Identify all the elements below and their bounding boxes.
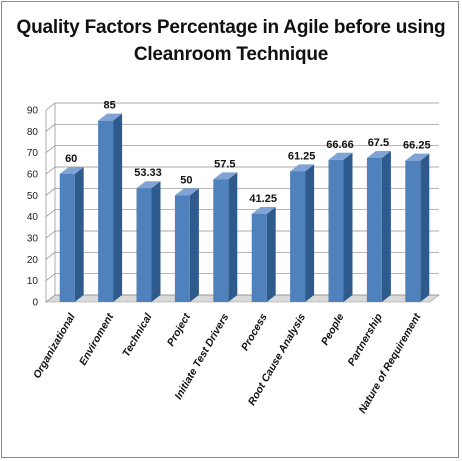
bar-side [305, 164, 315, 302]
grid-depth-line [45, 230, 56, 239]
grid-depth-line [45, 294, 56, 303]
bar [136, 188, 152, 302]
data-label: 50 [180, 174, 192, 186]
bar-top [366, 151, 391, 158]
bar-top [136, 181, 161, 189]
bar-side [420, 153, 430, 302]
bar [213, 179, 229, 302]
grid-depth-line [45, 209, 56, 217]
bar [328, 159, 344, 302]
bar-top [290, 164, 315, 172]
bar [59, 174, 75, 302]
x-tick-label: Partnership [345, 311, 385, 368]
x-tick-label: Technical [120, 311, 155, 360]
y-tick-label: 70 [27, 148, 39, 159]
bar [290, 171, 306, 302]
bar-side [189, 188, 199, 302]
chart-title-line-1: Quality Factors Percentage in Agile befo… [16, 17, 446, 38]
chart-title: Quality Factors Percentage in Agile befo… [0, 14, 462, 68]
bar-side [266, 207, 276, 302]
bar-top [405, 153, 430, 161]
bar-top [174, 188, 199, 196]
bar-side [228, 172, 238, 302]
bar [251, 214, 267, 302]
bar-top [251, 207, 276, 214]
y-tick-label: 50 [27, 191, 39, 202]
grid-depth-line [45, 188, 56, 196]
y-tick-label: 10 [27, 276, 39, 287]
bar-top [328, 152, 353, 160]
bar-top [59, 167, 84, 174]
y-tick-label: 40 [27, 212, 39, 223]
y-tick-label: 20 [27, 255, 39, 266]
data-label: 57.5 [214, 158, 235, 170]
bar-side [151, 181, 161, 302]
data-label: 61.25 [288, 150, 316, 162]
bar [174, 195, 190, 302]
x-tick-label: Process [239, 311, 270, 353]
bar-side [381, 151, 391, 302]
bar-top [213, 172, 238, 180]
x-tick-label: People [319, 311, 347, 347]
data-label: 41.25 [249, 193, 277, 205]
bar [98, 120, 114, 303]
y-tick-label: 0 [32, 298, 38, 309]
chart-title-line-2: Cleanroom Technique [133, 44, 329, 65]
y-tick-label: 90 [27, 106, 39, 117]
grid-depth-line [45, 124, 56, 132]
grid-depth-line [45, 145, 56, 153]
data-label: 66.25 [403, 140, 431, 152]
x-tick-label: Enviroment [77, 311, 117, 367]
data-label: 67.5 [368, 137, 389, 149]
x-tick-label: Project [165, 311, 193, 348]
grid-depth-line [45, 166, 56, 175]
grid-depth-line [45, 273, 56, 281]
data-label: 85 [103, 100, 115, 112]
bar-side [343, 152, 353, 302]
data-label: 60 [65, 153, 77, 165]
bar [405, 160, 421, 302]
y-tick-label: 30 [27, 234, 39, 245]
grid-depth-line [45, 102, 56, 111]
y-tick-label: 80 [27, 127, 39, 138]
data-label: 53.33 [134, 167, 162, 179]
grid-depth-line [45, 252, 56, 260]
bar [366, 158, 382, 302]
x-tick-label: Organizational [31, 311, 78, 381]
bar-side [113, 113, 123, 303]
bar-side [74, 167, 84, 302]
data-label: 66.66 [326, 139, 354, 151]
y-tick-label: 60 [27, 170, 39, 181]
bar-top [98, 113, 123, 121]
